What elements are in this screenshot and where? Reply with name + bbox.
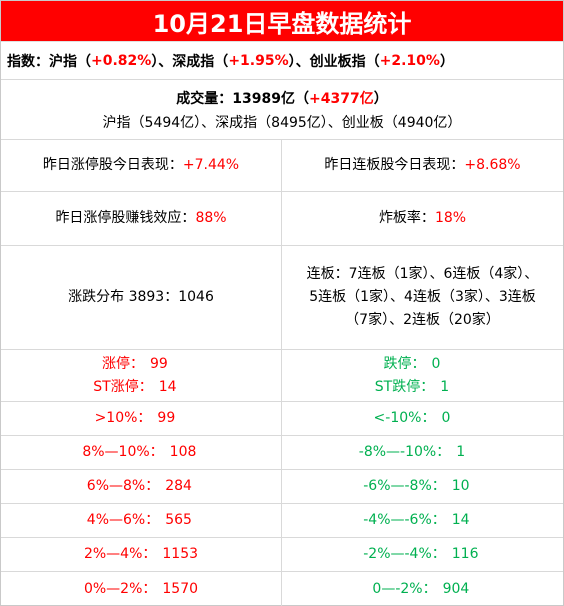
range-down-cell: -6%—-8%： 10 bbox=[282, 470, 563, 503]
range-down-cell: -8%—-10%： 1 bbox=[282, 436, 563, 469]
range-up-label: >10%： bbox=[94, 410, 152, 426]
distribution-row: 涨跌分布 3893：1046 连板：7连板（1家）、6连板（4家）、 5连板（1… bbox=[1, 246, 563, 350]
limit-up-perf-cell: 昨日涨停股今日表现：+7.44% bbox=[1, 140, 282, 191]
sh-index-value: +0.82% bbox=[91, 52, 152, 69]
volume-total: 成交量：13989亿（+4377亿） bbox=[176, 88, 387, 108]
consecutive-line-3: （7家）、2连板（20家） bbox=[345, 312, 500, 328]
cy-index-value: +2.10% bbox=[379, 52, 440, 69]
consecutive-line-2: 5连板（1家）、4连板（3家）、3连板 bbox=[309, 289, 536, 305]
perf-row: 昨日涨停股今日表现：+7.44% 昨日连板股今日表现：+8.68% bbox=[1, 140, 563, 192]
range-up-label: 2%—4%： bbox=[83, 546, 157, 562]
limit-down-cell: 跌停： 0 ST跌停： 1 bbox=[282, 350, 563, 401]
range-down-value: 14 bbox=[451, 512, 470, 528]
range-down-value: 1 bbox=[456, 444, 466, 460]
consecutive-line-1: 连板：7连板（1家）、6连板（4家）、 bbox=[306, 266, 539, 282]
range-down-value: 0 bbox=[441, 410, 451, 426]
consecutive-perf-value: +8.68% bbox=[464, 157, 521, 173]
distribution-text: 涨跌分布 3893：1046 bbox=[68, 289, 214, 305]
st-limit-up-label: ST涨停： bbox=[93, 378, 153, 395]
range-down-label: -4%—-6%： bbox=[363, 512, 446, 528]
st-limit-down-value: 1 bbox=[440, 378, 450, 395]
range-down-cell: -2%—-4%： 116 bbox=[282, 538, 563, 571]
limit-up-perf-value: +7.44% bbox=[182, 157, 240, 173]
limit-down-label: 跌停： bbox=[383, 355, 426, 372]
range-down-cell: -4%—-6%： 14 bbox=[282, 504, 563, 537]
range-row: 6%—8%： 284 -6%—-8%： 10 bbox=[1, 470, 563, 504]
range-up-cell: 4%—6%： 565 bbox=[1, 504, 282, 537]
range-up-cell: 6%—8%： 284 bbox=[1, 470, 282, 503]
volume-detail: 沪指（5494亿）、深成指（8495亿）、创业板（4940亿） bbox=[102, 114, 462, 131]
range-up-label: 6%—8%： bbox=[86, 478, 160, 494]
st-limit-up-value: 14 bbox=[158, 378, 177, 395]
volume-label: 成交量：13989亿（ bbox=[176, 90, 309, 107]
range-up-value: 565 bbox=[165, 512, 192, 528]
range-up-cell: 0%—2%： 1570 bbox=[1, 572, 282, 606]
range-row: 0%—2%： 1570 0—-2%： 904 bbox=[1, 572, 563, 606]
range-up-label: 8%—10%： bbox=[82, 444, 164, 460]
range-row: >10%： 99 <-10%： 0 bbox=[1, 402, 563, 436]
volume-row: 成交量：13989亿（+4377亿） 沪指（5494亿）、深成指（8495亿）、… bbox=[1, 80, 563, 140]
range-up-value: 1570 bbox=[162, 580, 199, 597]
index-end: ） bbox=[439, 53, 454, 70]
range-row: 4%—6%： 565 -4%—-6%： 14 bbox=[1, 504, 563, 538]
profit-effect-value: 88% bbox=[195, 210, 227, 226]
limit-row: 涨停： 99 ST涨停： 14 跌停： 0 ST跌停： 1 bbox=[1, 350, 563, 402]
range-up-label: 4%—6%： bbox=[86, 512, 160, 528]
range-up-value: 284 bbox=[165, 478, 192, 494]
range-up-value: 99 bbox=[157, 410, 176, 426]
break-rate-value: 18% bbox=[434, 210, 467, 226]
range-row: 2%—4%： 1153 -2%—-4%： 116 bbox=[1, 538, 563, 572]
profit-effect-cell: 昨日涨停股赚钱效应：88% bbox=[1, 192, 282, 245]
range-up-cell: 8%—10%： 108 bbox=[1, 436, 282, 469]
range-down-label: -8%—-10%： bbox=[358, 444, 451, 460]
range-down-label: 0—-2%： bbox=[372, 580, 437, 597]
range-up-value: 1153 bbox=[162, 546, 199, 562]
range-up-cell: 2%—4%： 1153 bbox=[1, 538, 282, 571]
page-title: 10月21日早盘数据统计 bbox=[1, 1, 563, 42]
range-up-label: 0%—2%： bbox=[83, 580, 157, 597]
volume-cell: 成交量：13989亿（+4377亿） 沪指（5494亿）、深成指（8495亿）、… bbox=[1, 80, 563, 139]
volume-change: +4377亿 bbox=[309, 90, 374, 107]
profit-effect-label: 昨日涨停股赚钱效应： bbox=[55, 210, 196, 226]
consecutive-perf-cell: 昨日连板股今日表现：+8.68% bbox=[282, 140, 563, 191]
limit-up-label: 涨停： bbox=[102, 355, 144, 372]
break-rate-label: 炸板率： bbox=[378, 210, 435, 226]
range-down-value: 10 bbox=[451, 478, 470, 494]
range-down-label: <-10%： bbox=[373, 410, 436, 426]
cy-index-name: ）、创业板指（ bbox=[288, 53, 380, 70]
limit-up-value: 99 bbox=[150, 355, 168, 372]
range-up-value: 108 bbox=[169, 444, 197, 460]
distribution-cell: 涨跌分布 3893：1046 bbox=[1, 246, 282, 349]
range-up-cell: >10%： 99 bbox=[1, 402, 282, 435]
effect-row: 昨日涨停股赚钱效应：88% 炸板率：18% bbox=[1, 192, 563, 246]
volume-end: ） bbox=[373, 90, 388, 107]
limit-up-perf-label: 昨日涨停股今日表现： bbox=[42, 157, 183, 173]
st-limit-down-label: ST跌停： bbox=[374, 378, 435, 395]
sh-index-name: 沪指（ bbox=[49, 53, 91, 70]
range-down-label: -6%—-8%： bbox=[363, 478, 446, 494]
sz-index-value: +1.95% bbox=[228, 52, 289, 69]
index-label: 指数： bbox=[7, 53, 49, 70]
range-down-value: 116 bbox=[451, 546, 479, 562]
consecutive-boards-cell: 连板：7连板（1家）、6连板（4家）、 5连板（1家）、4连板（3家）、3连板 … bbox=[282, 246, 563, 349]
limit-up-cell: 涨停： 99 ST涨停： 14 bbox=[1, 350, 282, 401]
limit-down-value: 0 bbox=[431, 355, 441, 372]
sz-index-name: ）、深成指（ bbox=[151, 53, 229, 70]
break-rate-cell: 炸板率：18% bbox=[282, 192, 563, 245]
range-down-value: 904 bbox=[442, 580, 470, 597]
range-down-cell: 0—-2%： 904 bbox=[282, 572, 563, 606]
consecutive-perf-label: 昨日连板股今日表现： bbox=[324, 157, 465, 173]
index-row: 指数： 沪指（ +0.82% ）、深成指（ +1.95% ）、创业板指（ +2.… bbox=[1, 42, 563, 80]
range-row: 8%—10%： 108 -8%—-10%： 1 bbox=[1, 436, 563, 470]
range-down-label: -2%—-4%： bbox=[363, 546, 446, 562]
range-down-cell: <-10%： 0 bbox=[282, 402, 563, 435]
